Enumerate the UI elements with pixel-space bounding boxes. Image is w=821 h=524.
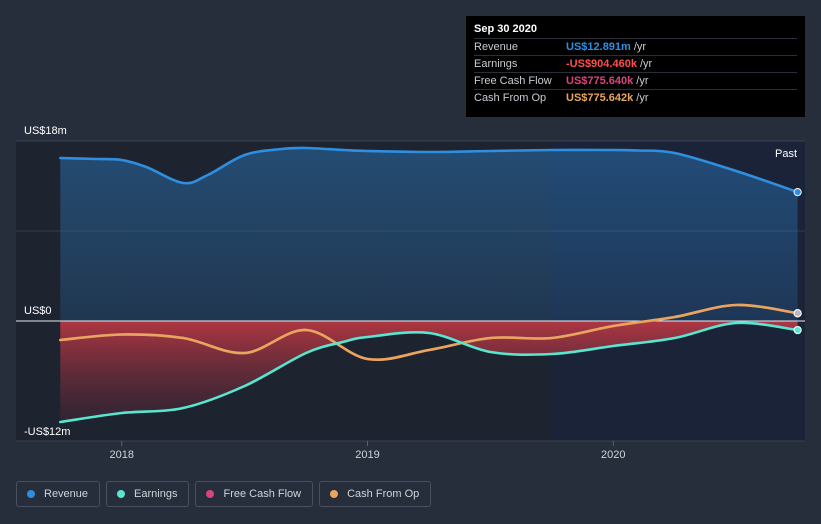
legend-free-cash-flow[interactable]: Free Cash Flow bbox=[195, 481, 314, 507]
legend-cash-from-op[interactable]: Cash From Op bbox=[319, 481, 432, 507]
earnings-area bbox=[60, 321, 798, 422]
tooltip-value: US$775.642k bbox=[566, 92, 634, 104]
legend-revenue[interactable]: Revenue bbox=[16, 481, 101, 507]
legend-earnings[interactable]: Earnings bbox=[106, 481, 190, 507]
tooltip-value: US$12.891m bbox=[566, 41, 631, 53]
tooltip-unit: /yr bbox=[636, 92, 649, 104]
tooltip-unit: /yr bbox=[636, 75, 649, 87]
y-tick-label: -US$12m bbox=[24, 426, 70, 438]
tooltip-panel: Sep 30 2020 Revenue US$12.891m /yr Earni… bbox=[466, 16, 805, 117]
earnings-end-point bbox=[793, 325, 802, 335]
cash-from-op-end-point bbox=[793, 309, 802, 318]
x-tick-label: 2018 bbox=[109, 449, 133, 461]
tooltip-row-fcf: Free Cash Flow US$775.640k /yr bbox=[474, 72, 797, 89]
tooltip-label: Earnings bbox=[474, 58, 518, 70]
y-tick-label: US$0 bbox=[24, 305, 52, 317]
x-tick-label: 2019 bbox=[355, 449, 379, 461]
tooltip-value: -US$904.460k bbox=[566, 58, 637, 70]
tooltip-row-earnings: Earnings -US$904.460k /yr bbox=[474, 55, 797, 72]
legend-dot-icon bbox=[27, 490, 35, 498]
legend-dot-icon bbox=[330, 490, 339, 498]
x-tick-label: 2020 bbox=[601, 449, 625, 461]
tooltip-value: US$775.640k bbox=[566, 75, 634, 87]
tooltip-row-cfo: Cash From Op US$775.642k /yr bbox=[474, 89, 797, 106]
legend-dot-icon bbox=[117, 490, 126, 498]
legend-dot-icon bbox=[206, 490, 215, 498]
tooltip-unit: /yr bbox=[639, 58, 653, 70]
past-label: Past bbox=[775, 148, 797, 160]
tooltip-row-revenue: Revenue US$12.891m /yr bbox=[474, 38, 797, 55]
tooltip-date: Sep 30 2020 bbox=[474, 23, 537, 35]
revenue-line bbox=[58, 146, 799, 194]
cash-from-op-line bbox=[58, 303, 799, 362]
tooltip-label: Revenue bbox=[474, 41, 519, 53]
legend-label: Cash From Op bbox=[347, 488, 420, 500]
tooltip-label: Free Cash Flow bbox=[474, 75, 552, 87]
tooltip-unit: /yr bbox=[633, 41, 647, 53]
y-tick-label: US$18m bbox=[24, 125, 67, 137]
legend-label: Revenue bbox=[44, 488, 89, 500]
revenue-end-point bbox=[793, 187, 802, 197]
earnings-line bbox=[58, 321, 799, 424]
revenue-area bbox=[60, 147, 798, 321]
legend: Revenue Earnings Free Cash Flow Cash Fro… bbox=[16, 481, 432, 507]
legend-label: Free Cash Flow bbox=[223, 488, 302, 500]
legend-label: Earnings bbox=[134, 488, 178, 500]
tooltip-label: Cash From Op bbox=[474, 92, 547, 104]
